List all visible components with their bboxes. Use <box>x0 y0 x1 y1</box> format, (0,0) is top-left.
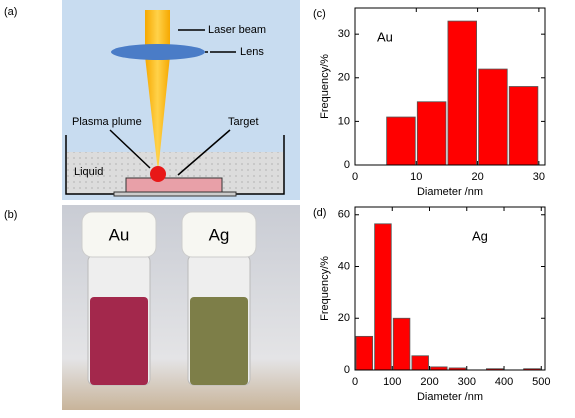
vial <box>181 211 257 386</box>
y-tick-label: 10 <box>338 115 350 127</box>
x-tick-label: 30 <box>533 171 545 183</box>
x-tick-label: 300 <box>458 376 476 388</box>
x-axis-label: Diameter /nm <box>417 391 483 403</box>
plot-frame <box>354 7 546 166</box>
bar <box>392 317 411 371</box>
x-axis-label: Diameter /nm <box>417 186 483 198</box>
y-tick-label: 0 <box>344 364 350 376</box>
arrows <box>109 29 236 176</box>
x-tick-label: 20 <box>471 171 483 183</box>
x-tick-label: 200 <box>420 376 438 388</box>
bar <box>411 355 429 371</box>
vial <box>81 211 157 386</box>
x-tick-label: 0 <box>352 171 358 183</box>
bar <box>478 68 508 166</box>
y-tick-label: 20 <box>338 72 350 84</box>
y-tick-label: 0 <box>344 159 350 171</box>
panel-label: (d) <box>313 207 326 219</box>
annotation: Au <box>377 29 393 44</box>
target-label: Target <box>228 116 259 128</box>
base <box>113 191 237 197</box>
lens-label: Lens <box>240 46 264 58</box>
x-tick-label: 100 <box>383 376 401 388</box>
y-axis-label: Frequency/% <box>319 256 331 321</box>
panel-label: (b) <box>4 209 17 221</box>
bar <box>447 20 477 166</box>
x-tick-label: 10 <box>410 171 422 183</box>
y-tick-label: 40 <box>338 260 350 272</box>
liquid-label: Liquid <box>74 166 103 178</box>
x-tick-label: 500 <box>532 376 550 388</box>
x-tick-label: 0 <box>352 376 358 388</box>
x-tick-label: 400 <box>495 376 513 388</box>
panel-label: (c) <box>313 8 326 20</box>
laser-label: Laser beam <box>208 24 266 36</box>
annotation: Ag <box>472 228 488 243</box>
laser-cone <box>145 56 170 172</box>
bar <box>508 86 539 166</box>
bar <box>374 223 392 371</box>
y-tick-label: 60 <box>338 209 350 221</box>
target <box>125 177 223 193</box>
plot-frame <box>354 206 546 371</box>
panel-label: (a) <box>4 6 17 18</box>
vial-label: Ag <box>209 225 230 244</box>
y-tick-label: 30 <box>338 28 350 40</box>
y-axis-label: Frequency/% <box>319 54 331 119</box>
plume <box>150 166 166 182</box>
bar <box>355 335 374 371</box>
laser-beam <box>145 10 170 46</box>
vial-label: Au <box>109 225 130 244</box>
plume-label: Plasma plume <box>72 116 142 128</box>
bar <box>416 101 447 166</box>
bar <box>386 116 416 166</box>
lens <box>111 44 205 60</box>
y-tick-label: 20 <box>338 312 350 324</box>
